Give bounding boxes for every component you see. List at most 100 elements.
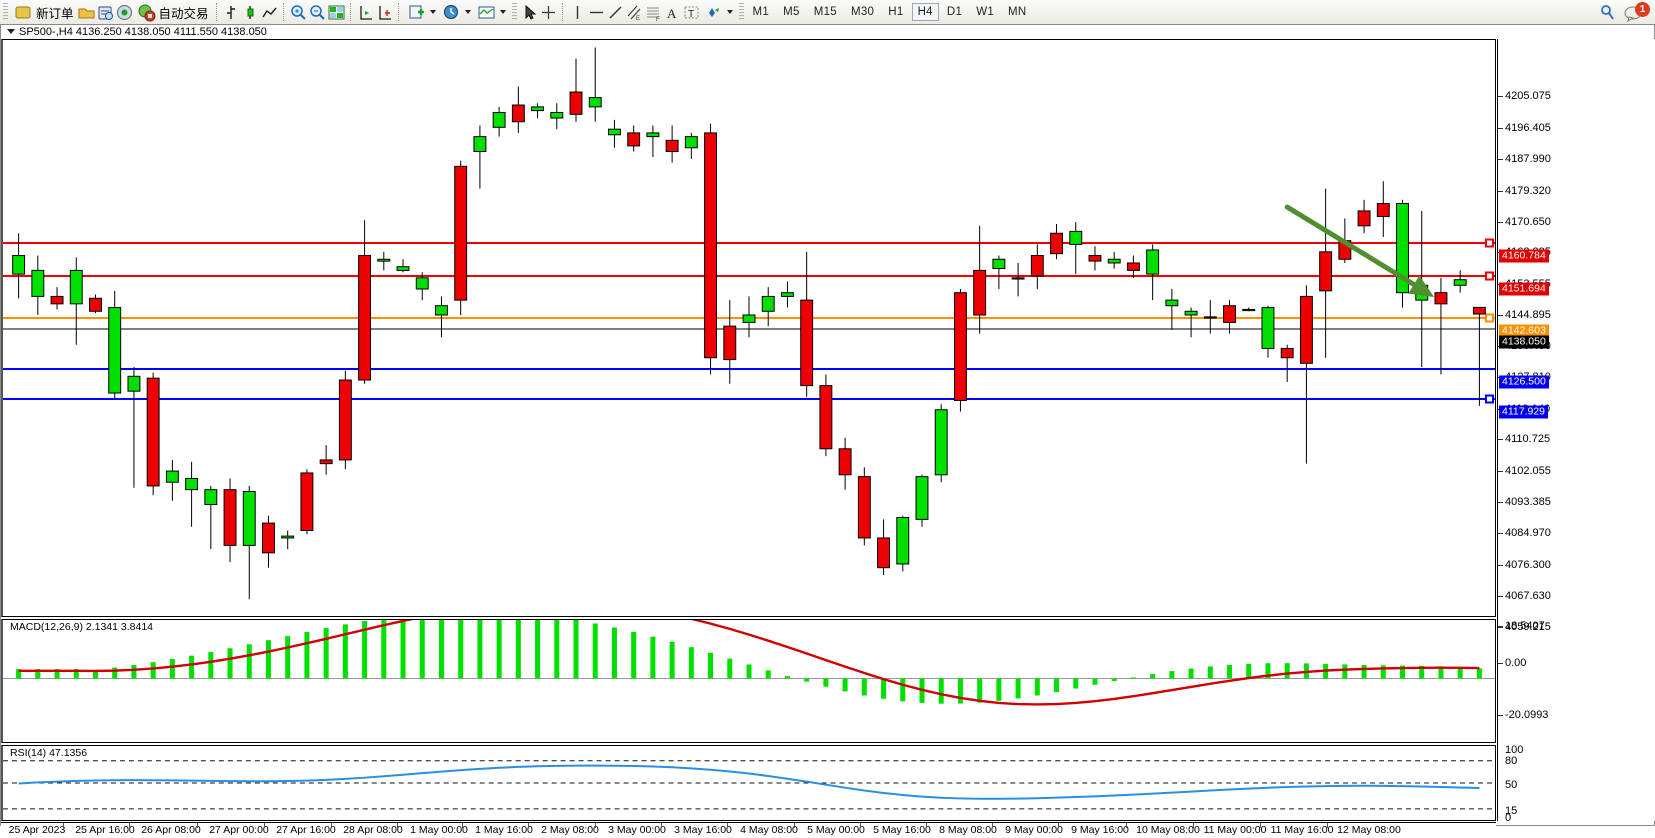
network-icon[interactable]	[115, 3, 134, 22]
bar-chart-icon[interactable]	[222, 3, 241, 22]
line-chart-icon[interactable]	[260, 3, 279, 22]
candlestick-canvas	[3, 47, 1495, 600]
price-tag-support-2[interactable]: 4117.929	[1499, 405, 1549, 419]
price-tick-label: 4187.990	[1505, 153, 1551, 165]
main-toolbar: 新订单 自动交易	[0, 0, 1655, 25]
macd-tick-label: 18.5407	[1505, 620, 1545, 632]
price-tick-label: 4144.895	[1505, 309, 1551, 321]
fibonacci-icon[interactable]: F	[644, 3, 663, 23]
macd-canvas	[3, 620, 1495, 706]
chat-icon[interactable]: 1	[1623, 1, 1650, 22]
price-tick-label: 4102.055	[1505, 465, 1551, 477]
timeframe-h1[interactable]: H1	[888, 6, 904, 18]
cursor-icon[interactable]	[520, 3, 539, 22]
equidistant-channel-icon[interactable]: E	[625, 3, 644, 22]
hline-icon[interactable]	[587, 3, 606, 22]
chevron-down-icon[interactable]	[429, 10, 436, 14]
candlestick-icon[interactable]	[241, 3, 260, 22]
svg-text:A: A	[667, 6, 677, 21]
toolbar-separator	[282, 3, 285, 21]
folder-icon[interactable]	[77, 3, 96, 22]
shapes-button[interactable]	[701, 1, 736, 23]
vline-icon[interactable]	[568, 3, 587, 22]
price-scale[interactable]: 4205.075 4196.405 4187.990 4179.320 4170.650…	[1497, 39, 1655, 824]
crosshair-icon[interactable]	[539, 3, 558, 22]
autotrade-button[interactable]: 自动交易	[134, 1, 212, 23]
zoom-in-icon[interactable]	[289, 3, 308, 22]
timeframe-d1[interactable]: D1	[946, 6, 963, 18]
price-tick	[1498, 596, 1503, 597]
price-tag-resistance-2[interactable]: 4151.694	[1499, 282, 1549, 296]
chart-window: SP500-,H4 4136.250 4138.050 4111.550 413…	[0, 24, 1655, 838]
toolbar-grip[interactable]	[3, 3, 8, 21]
trendline-icon[interactable]	[606, 3, 625, 22]
toolbar-separator	[215, 3, 218, 21]
text-label-icon[interactable]: T	[682, 3, 701, 22]
timeframe-w1[interactable]: W1	[976, 6, 995, 18]
macd-tick	[1498, 715, 1503, 716]
price-tick	[1498, 502, 1503, 503]
price-tag-resistance-1[interactable]: 4160.784	[1499, 249, 1549, 263]
toolbar-separator	[397, 3, 400, 21]
price-tag-pivot[interactable]: 4142.603	[1499, 324, 1549, 338]
zoom-out-icon[interactable]	[308, 3, 327, 22]
rsi-tick-label: 100	[1505, 744, 1524, 756]
price-tick	[1498, 471, 1503, 472]
rsi-tick-label: 15	[1505, 805, 1518, 817]
time-scale[interactable]: 25 Apr 2023 25 Apr 16:00 26 Apr 08:00 27 Ap…	[1, 822, 1496, 838]
new-order-button[interactable]: 新订单	[11, 1, 77, 23]
indicators-icon	[407, 3, 426, 22]
chevron-down-icon[interactable]	[464, 10, 471, 14]
autoscroll-icon[interactable]	[375, 3, 394, 22]
trend-arrow[interactable]	[1284, 204, 1435, 297]
chart-header: SP500-,H4 4136.250 4138.050 4111.550 413…	[1, 25, 1567, 39]
toolbar-grip[interactable]	[738, 3, 744, 21]
text-icon[interactable]: A	[663, 3, 682, 22]
shapes-icon	[704, 3, 723, 22]
price-pane[interactable]	[1, 39, 1496, 617]
rsi-label: RSI(14) 47.1356	[8, 747, 90, 759]
timeframe-m5[interactable]: M5	[783, 6, 800, 18]
toolbar-separator	[561, 3, 564, 21]
macd-tick	[1498, 626, 1503, 627]
price-tick-label: 4067.630	[1505, 590, 1551, 602]
macd-tick-label: 0.00	[1505, 657, 1527, 669]
price-tick	[1498, 159, 1503, 160]
chevron-down-icon[interactable]	[499, 10, 506, 14]
timeframe-m1[interactable]: M1	[752, 6, 770, 18]
price-tick	[1498, 191, 1503, 192]
chart-header-text: SP500-,H4 4136.250 4138.050 4111.550 413…	[19, 26, 267, 38]
search-icon[interactable]	[1598, 3, 1617, 22]
price-tick	[1498, 439, 1503, 440]
rsi-pane[interactable]: RSI(14) 47.1356	[1, 745, 1496, 821]
autotrade-icon	[137, 3, 156, 22]
timeframe-m15[interactable]: M15	[813, 6, 837, 18]
profiles-icon[interactable]	[96, 3, 115, 22]
chevron-down-icon[interactable]	[726, 10, 733, 14]
price-tick-label: 4170.650	[1505, 216, 1551, 228]
shift-end-icon[interactable]	[356, 3, 375, 22]
templates-icon	[477, 3, 496, 22]
price-tag-support-1[interactable]: 4126.500	[1499, 375, 1549, 389]
templates-button[interactable]	[474, 1, 509, 23]
svg-text:T: T	[688, 9, 694, 20]
tile-windows-icon[interactable]	[327, 3, 346, 22]
period-button[interactable]	[439, 1, 474, 23]
price-tick-label: 4076.300	[1505, 559, 1551, 571]
macd-pane[interactable]: MACD(12,26,9) 2.1341 3.8414	[1, 619, 1496, 743]
chat-unread-badge: 1	[1635, 1, 1650, 17]
price-tag-last-price[interactable]: 4138.050	[1499, 335, 1549, 349]
timeframe-mn[interactable]: MN	[1008, 6, 1027, 18]
macd-tick-label: -20.0993	[1505, 709, 1549, 721]
toolbar-grip[interactable]	[511, 3, 517, 21]
chart-menu-icon[interactable]	[7, 28, 15, 34]
price-tick	[1498, 533, 1503, 534]
price-tick-label: 4084.970	[1505, 527, 1551, 539]
timeframe-h4[interactable]: H4	[911, 3, 939, 21]
price-tick-label: 4196.405	[1505, 122, 1551, 134]
indicators-button[interactable]	[404, 1, 439, 23]
timeframe-m30[interactable]: M30	[850, 6, 875, 18]
price-tick	[1498, 565, 1503, 566]
timeframe-bar: M1 M5 M15 M30 H1 H4 D1 W1 MN	[747, 3, 1033, 21]
